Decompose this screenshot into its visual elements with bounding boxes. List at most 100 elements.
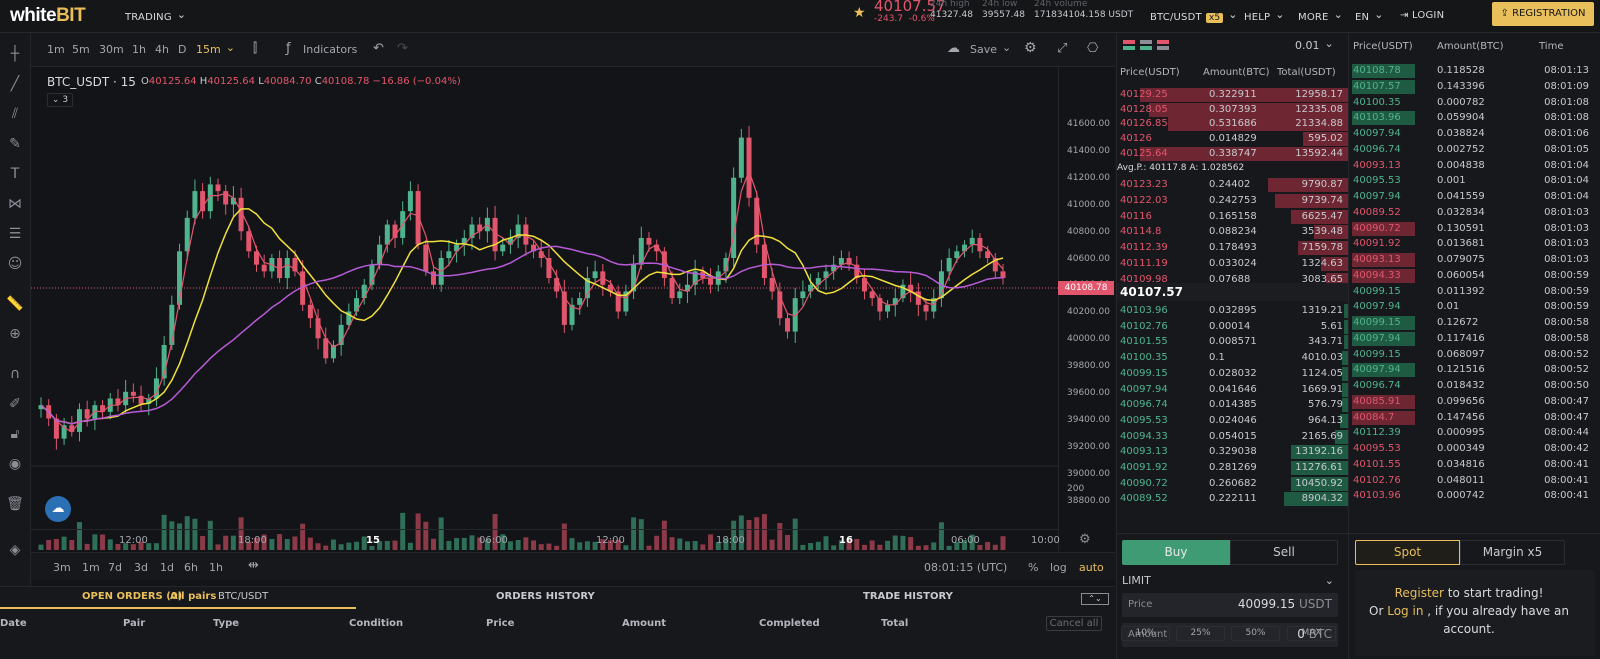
pitchfork-icon[interactable]: ⫽	[11, 106, 19, 122]
cancel-all-button[interactable]: Cancel all	[1046, 616, 1102, 631]
zoom-in-icon[interactable]: ⊕	[9, 326, 21, 342]
bid-order-row[interactable]: 40095.53 0.024046 964.13	[1117, 413, 1349, 428]
login-link[interactable]: ⇥ LOGIN	[1400, 10, 1445, 21]
registration-button[interactable]: ⇪ REGISTRATION	[1492, 2, 1594, 26]
redo-icon[interactable]: ↷	[397, 41, 408, 56]
pct-50-button[interactable]: 50%	[1231, 626, 1280, 641]
settings-gear-icon[interactable]: ⚙	[1024, 40, 1037, 56]
candlestick-chart[interactable]	[31, 67, 1058, 551]
ask-order-row[interactable]: 40112.39 0.178493 7159.78	[1117, 241, 1349, 256]
range-7d[interactable]: 7d	[108, 561, 122, 574]
price-axis[interactable]: 41600.00 41400.00 41200.00 41000.00 40800.00…	[1058, 67, 1115, 551]
sell-tab[interactable]: Sell	[1230, 540, 1338, 565]
ask-order-row[interactable]: 40122.03 0.242753 9739.74	[1117, 193, 1349, 208]
percent-toggle[interactable]: %	[1028, 561, 1039, 574]
ask-order-row[interactable]: 40129.25 0.322911 12958.17	[1117, 88, 1349, 102]
utc-clock[interactable]: 08:01:15 (UTC)	[924, 561, 1008, 574]
axis-settings-icon[interactable]: ⚙	[1079, 532, 1091, 547]
interval-d[interactable]: D	[178, 43, 187, 56]
buy-tab[interactable]: Buy	[1122, 540, 1230, 565]
bid-order-row[interactable]: 40090.72 0.260682 10450.92	[1117, 476, 1349, 491]
bid-order-row[interactable]: 40094.33 0.054015 2165.69	[1117, 429, 1349, 444]
auto-toggle[interactable]: auto	[1079, 561, 1104, 574]
interval-1h[interactable]: 1h	[132, 43, 146, 56]
indicators-toggle[interactable]: ⌄ 3	[47, 93, 73, 107]
candle-type-icon[interactable]: ⫿	[253, 41, 258, 56]
undo-icon[interactable]: ↶	[373, 41, 384, 56]
trading-menu[interactable]: TRADING	[125, 10, 186, 23]
pct-10-button[interactable]: 10%	[1121, 626, 1170, 641]
trash-icon[interactable]: 🗑︎	[6, 496, 24, 512]
ruler-icon[interactable]: 📏	[6, 296, 24, 312]
eye-icon[interactable]: ◉	[8, 456, 22, 472]
lock-drawing-icon[interactable]: ✐	[9, 396, 21, 412]
range-3d[interactable]: 3d	[134, 561, 148, 574]
book-view-asks-icon[interactable]	[1157, 40, 1169, 50]
interval-30m[interactable]: 30m	[99, 43, 124, 56]
date-range-icon[interactable]: ⇹	[248, 558, 259, 573]
open-orders-tab[interactable]: OPEN ORDERS (0) All pairs BTC/USDT	[0, 587, 356, 609]
bid-order-row[interactable]: 40101.55 0.008571 343.71	[1117, 335, 1349, 350]
all-pairs-filter[interactable]: All pairs	[170, 591, 217, 602]
ask-order-row[interactable]: 40126.85 0.531686 21334.88	[1117, 117, 1349, 132]
range-1d[interactable]: 1d	[160, 561, 174, 574]
bid-order-row[interactable]: 40103.96 0.032895 1319.21	[1117, 304, 1349, 318]
fullscreen-icon[interactable]: ⤢	[1057, 41, 1068, 56]
pair-filter[interactable]: BTC/USDT	[218, 591, 269, 602]
lock-icon[interactable]: 🔓︎	[10, 426, 20, 442]
book-view-bids-icon[interactable]	[1140, 40, 1152, 50]
range-6h[interactable]: 6h	[184, 561, 198, 574]
trendline-icon[interactable]: ╱	[10, 76, 20, 92]
price-input[interactable]: Price 40099.15 USDT	[1122, 593, 1338, 617]
panel-collapse-icon[interactable]: ⌃⌄	[1081, 593, 1109, 605]
book-view-both-icon[interactable]	[1123, 40, 1135, 50]
bid-order-row[interactable]: 40099.15 0.028032 1124.05	[1117, 366, 1349, 381]
time-axis[interactable]: 12:00 18:00 15 06:00 12:00 18:00 16 06:00 10:00	[31, 529, 1060, 551]
pct-max-button[interactable]: MAX	[1287, 626, 1336, 641]
bid-order-row[interactable]: 40100.35 0.1 4010.03	[1117, 351, 1349, 366]
price-step-select[interactable]: 0.01	[1295, 39, 1334, 52]
range-1m[interactable]: 1m	[82, 561, 100, 574]
login-inline-link[interactable]: Log in	[1387, 604, 1424, 618]
indicators-button[interactable]: Indicators	[303, 43, 358, 56]
ask-order-row[interactable]: 40125.64 0.338747 13592.44	[1117, 146, 1349, 161]
margin-tab[interactable]: Margin x5	[1460, 540, 1565, 565]
bid-order-row[interactable]: 40091.92 0.281269 11276.61	[1117, 461, 1349, 475]
ask-order-row[interactable]: 40116 0.165158 6625.47	[1117, 209, 1349, 224]
pair-selector[interactable]: BTC/USDT x5	[1150, 10, 1238, 23]
emoji-icon[interactable]: ☺	[7, 256, 23, 272]
favorite-star-icon[interactable]: ★	[853, 5, 866, 21]
amount-input[interactable]: Amount 0 BTC	[1122, 623, 1338, 647]
orders-history-tab[interactable]: ORDERS HISTORY	[496, 591, 595, 602]
range-1h[interactable]: 1h	[209, 561, 223, 574]
magnet-icon[interactable]: ∩	[9, 366, 21, 382]
bid-order-row[interactable]: 40093.13 0.329038 13192.16	[1117, 445, 1349, 460]
order-type-select[interactable]: LIMIT ⌄	[1122, 574, 1334, 587]
register-link[interactable]: Register	[1394, 586, 1444, 600]
ask-order-row[interactable]: 40126 0.014829 595.02	[1117, 132, 1349, 147]
interval-1m[interactable]: 1m	[47, 43, 65, 56]
screenshot-camera-icon[interactable]: ⎔	[1087, 41, 1099, 56]
log-toggle[interactable]: log	[1050, 561, 1067, 574]
spot-tab[interactable]: Spot	[1355, 540, 1460, 565]
bid-order-row[interactable]: 40102.76 0.00014 5.61	[1117, 319, 1349, 334]
bid-order-row[interactable]: 40096.74 0.014385 576.79	[1117, 398, 1349, 413]
layers-icon[interactable]: ◈	[9, 542, 21, 558]
language-menu[interactable]: EN	[1355, 10, 1384, 23]
whitebit-logo[interactable]: whiteBIT	[10, 5, 86, 26]
interval-5m[interactable]: 5m	[72, 43, 90, 56]
bid-order-row[interactable]: 40097.94 0.041646 1669.91	[1117, 382, 1349, 397]
tradingview-logo-icon[interactable]: ☁	[45, 496, 71, 522]
ask-order-row[interactable]: 40111.19 0.033024 1324.63	[1117, 257, 1349, 271]
more-menu[interactable]: MORE	[1298, 10, 1343, 23]
range-3m[interactable]: 3m	[53, 561, 71, 574]
trade-history-tab[interactable]: TRADE HISTORY	[863, 591, 953, 602]
ask-order-row[interactable]: 40123.23 0.24402 9790.87	[1117, 178, 1349, 192]
help-menu[interactable]: HELP	[1244, 10, 1285, 23]
pct-25-button[interactable]: 25%	[1176, 626, 1225, 641]
measure-icon[interactable]: ☰	[8, 226, 22, 242]
ask-order-row[interactable]: 40128.05 0.307393 12335.08	[1117, 102, 1349, 117]
interval-15m[interactable]: 15m	[196, 43, 235, 56]
text-tool-icon[interactable]: T	[10, 166, 20, 182]
brush-icon[interactable]: ✎	[9, 136, 21, 152]
